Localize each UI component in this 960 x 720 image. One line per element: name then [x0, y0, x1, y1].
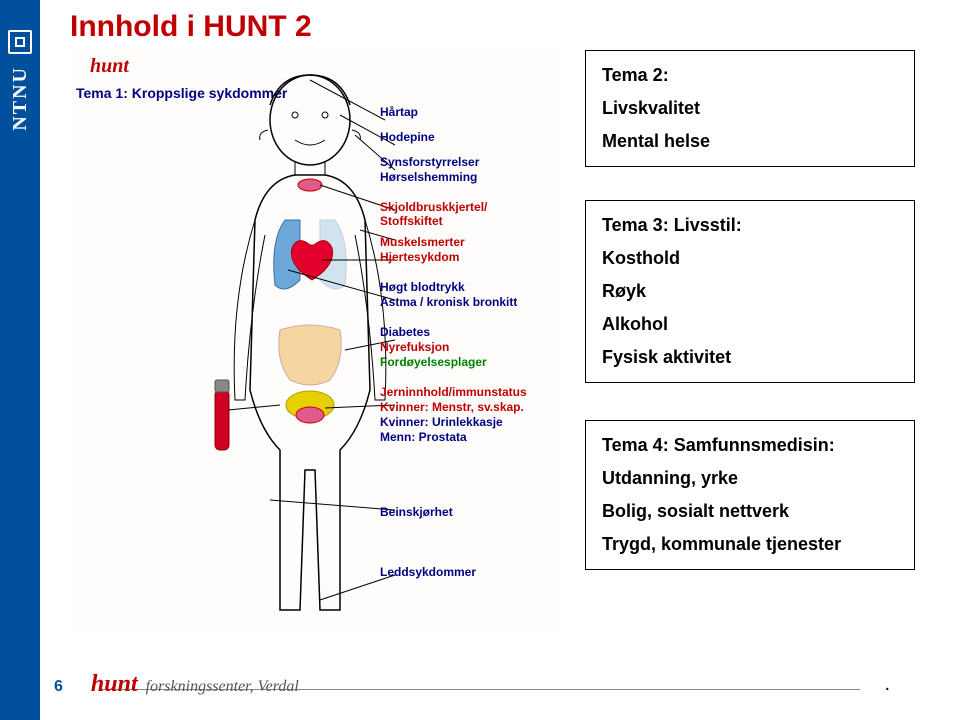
label-fordoyelse: Fordøyelsesplager: [380, 355, 487, 369]
tema4-item-2: Trygd, kommunale tjenester: [602, 534, 898, 555]
page-title: Innhold i HUNT 2: [70, 10, 312, 44]
label-menn-prostata: Menn: Prostata: [380, 430, 467, 444]
tema4-box: Tema 4: Samfunnsmedisin: Utdanning, yrke…: [585, 420, 915, 570]
label-leddsykdommer: Leddsykdommer: [380, 565, 476, 579]
tema3-box: Tema 3: Livsstil: Kosthold Røyk Alkohol …: [585, 200, 915, 383]
label-diabetes: Diabetes: [380, 325, 430, 339]
label-horselshemming: Hørselshemming: [380, 170, 477, 184]
footer-subtitle: forskningssenter, Verdal: [146, 678, 299, 696]
tema4-label: Tema 4: Samfunnsmedisin:: [602, 435, 898, 456]
hunt-script-label: hunt: [90, 55, 129, 78]
tema3-item-1: Røyk: [602, 281, 898, 302]
ntnu-brand-text: NTNU: [9, 66, 32, 131]
page-number: 6: [54, 678, 63, 696]
label-beinskjorhet: Beinskjørhet: [380, 505, 453, 519]
footer-hunt: hunt: [91, 671, 138, 698]
label-synsforstyrrelser: Synsforstyrrelser: [380, 155, 479, 169]
label-astma: Astma / kronisk bronkitt: [380, 295, 517, 309]
tema4-item-1: Bolig, sosialt nettverk: [602, 501, 898, 522]
footer: 6 hunt forskningssenter, Verdal: [54, 671, 299, 698]
label-jerninnhold: Jerninnhold/immunstatus: [380, 385, 527, 399]
label-kvinner-urin: Kvinner: Urinlekkasje: [380, 415, 503, 429]
ntnu-logo-icon: [8, 30, 32, 54]
tema3-label: Tema 3: Livsstil:: [602, 215, 898, 236]
tema3-item-2: Alkohol: [602, 314, 898, 335]
tema2-box: Tema 2: Livskvalitet Mental helse: [585, 50, 915, 167]
footer-dot: .: [884, 673, 890, 696]
body-diagram: hunt Tema 1: Kroppslige sykdommer: [70, 50, 560, 630]
tema2-item-1: Mental helse: [602, 131, 898, 152]
label-skjoldbrusk: Skjoldbruskkjertel/ Stoffskiftet: [380, 200, 487, 229]
label-blodtrykk: Høgt blodtrykk: [380, 280, 465, 294]
label-hodepine: Hodepine: [380, 130, 435, 144]
label-kvinner-menstr: Kvinner: Menstr, sv.skap.: [380, 400, 524, 414]
ntnu-brand-band: NTNU: [0, 0, 40, 720]
tema4-item-0: Utdanning, yrke: [602, 468, 898, 489]
tema2-label: Tema 2:: [602, 65, 898, 86]
tema3-item-0: Kosthold: [602, 248, 898, 269]
label-hartap: Hårtap: [380, 105, 418, 119]
label-nyrefuksjon: Nyrefuksjon: [380, 340, 449, 354]
tema2-item-0: Livskvalitet: [602, 98, 898, 119]
tema3-item-3: Fysisk aktivitet: [602, 347, 898, 368]
label-hjertesykdom: Hjertesykdom: [380, 250, 459, 264]
label-muskelsmerter: Muskelsmerter: [380, 235, 465, 249]
